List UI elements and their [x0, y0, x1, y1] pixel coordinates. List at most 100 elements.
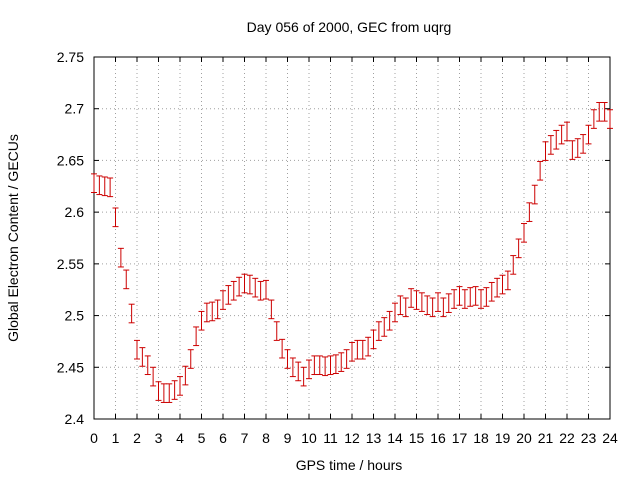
- data-point: [424, 295, 431, 316]
- data-point: [203, 302, 210, 323]
- data-point: [246, 274, 253, 295]
- data-point: [585, 124, 592, 145]
- data-point: [596, 102, 603, 122]
- data-point: [236, 276, 243, 297]
- data-point: [408, 288, 415, 308]
- data-point: [91, 173, 97, 193]
- data-point: [392, 302, 398, 323]
- data-point: [601, 102, 608, 122]
- data-point: [187, 349, 194, 369]
- data-point: [268, 299, 275, 320]
- data-point: [607, 109, 613, 129]
- data-point: [574, 138, 581, 158]
- data-point: [510, 255, 517, 275]
- x-tick-label: 10: [301, 430, 317, 446]
- data-point: [241, 273, 248, 294]
- data-point: [375, 321, 382, 341]
- data-point: [198, 310, 205, 331]
- data-point: [531, 184, 538, 205]
- x-tick-label: 7: [241, 430, 249, 446]
- data-point: [456, 286, 463, 306]
- data-point: [483, 287, 490, 307]
- data-point: [171, 380, 178, 400]
- data-point: [354, 339, 361, 360]
- data-point: [322, 356, 329, 377]
- data-point: [467, 287, 474, 307]
- x-tick-label: 22: [559, 430, 575, 446]
- data-point: [440, 297, 447, 318]
- data-point: [370, 329, 377, 350]
- x-tick-label: 14: [387, 430, 403, 446]
- x-tick-label: 21: [538, 430, 554, 446]
- x-tick-labels: 0 1 2 3 4 5 6 7 8 9 10 11 12 13 14 15 16 17 18 19 20 21 22 23 24: [90, 430, 618, 446]
- data-point: [306, 359, 312, 380]
- data-point: [338, 352, 345, 372]
- data-point: [112, 207, 119, 228]
- data-point: [155, 381, 162, 401]
- data-point: [128, 303, 135, 324]
- data-point: [569, 140, 576, 160]
- y-tick-label: 2.6: [65, 204, 85, 220]
- data-point: [349, 341, 355, 362]
- data-point: [542, 141, 549, 161]
- data-point: [402, 297, 409, 318]
- x-tick-label: 16: [430, 430, 446, 446]
- gec-series: [91, 102, 613, 403]
- data-point: [564, 121, 570, 142]
- x-tick-label: 8: [262, 430, 270, 446]
- data-point: [547, 135, 554, 155]
- data-point: [150, 366, 157, 387]
- data-point: [494, 277, 501, 298]
- data-point: [225, 285, 232, 305]
- x-tick-label: 5: [198, 430, 206, 446]
- data-point: [472, 286, 479, 306]
- x-tick-label: 12: [344, 430, 360, 446]
- data-point: [488, 281, 495, 302]
- x-tick-label: 0: [90, 430, 98, 446]
- y-tick-label: 2.65: [57, 152, 84, 168]
- data-point: [117, 247, 124, 268]
- x-tick-label: 9: [284, 430, 292, 446]
- data-point: [316, 355, 323, 376]
- data-point: [435, 292, 441, 312]
- data-point: [397, 295, 404, 316]
- data-point: [580, 134, 587, 154]
- data-point: [311, 355, 318, 376]
- x-tick-label: 20: [516, 430, 532, 446]
- x-tick-label: 15: [409, 430, 425, 446]
- chart-title: Day 056 of 2000, GEC from uqrg: [247, 19, 452, 35]
- x-tick-label: 3: [155, 430, 163, 446]
- data-point: [257, 280, 264, 301]
- data-point: [144, 355, 151, 376]
- data-point: [209, 301, 216, 322]
- data-point: [386, 310, 393, 331]
- data-point: [230, 280, 237, 301]
- data-point: [327, 355, 334, 376]
- data-point: [123, 269, 130, 290]
- data-point: [343, 349, 350, 369]
- x-tick-label: 4: [176, 430, 184, 446]
- data-point: [418, 292, 425, 312]
- data-point: [160, 383, 167, 403]
- y-tick-label: 2.4: [65, 411, 85, 427]
- y-tick-labels: 2.4 2.45 2.5 2.55 2.6 2.65 2.7 2.75: [57, 49, 84, 427]
- data-point: [252, 277, 259, 298]
- data-point: [289, 357, 296, 378]
- data-point: [558, 124, 565, 145]
- data-point: [461, 289, 468, 309]
- data-point: [332, 354, 339, 374]
- data-point: [263, 279, 269, 300]
- data-point: [515, 238, 522, 259]
- axis-ticks: [93, 56, 611, 420]
- data-point: [166, 383, 173, 403]
- data-point: [451, 289, 458, 309]
- x-tick-label: 6: [219, 430, 227, 446]
- grid-lines: [94, 57, 610, 419]
- x-tick-label: 1: [112, 430, 120, 446]
- x-tick-label: 11: [323, 430, 338, 446]
- y-tick-label: 2.5: [65, 308, 85, 324]
- x-tick-label: 19: [495, 430, 511, 446]
- data-point: [273, 321, 280, 341]
- data-point: [284, 349, 291, 369]
- x-axis-label: GPS time / hours: [296, 457, 403, 473]
